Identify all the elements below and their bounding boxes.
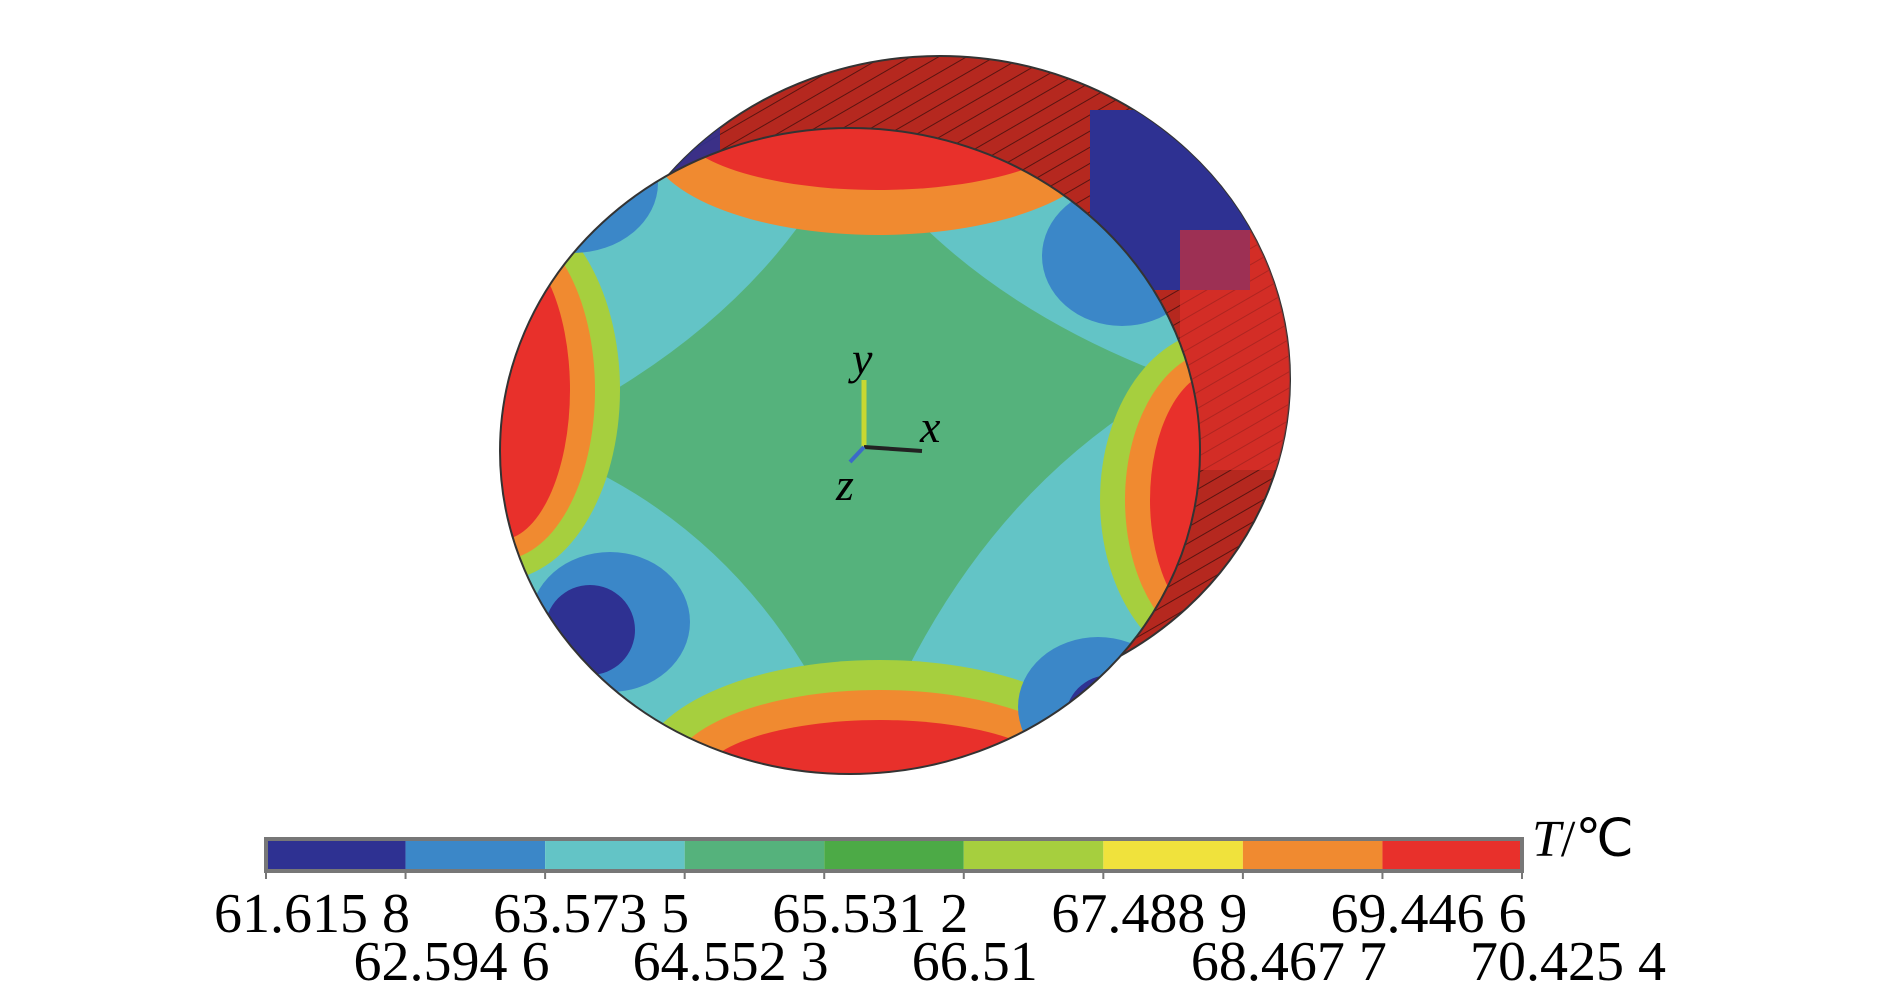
colorbar-segment bbox=[405, 839, 546, 871]
colorbar-segment bbox=[684, 839, 825, 871]
axis-triad: y x z bbox=[835, 333, 941, 510]
axis-label: y bbox=[848, 333, 873, 384]
colorbar-segment bbox=[824, 839, 964, 871]
axis-label: x bbox=[919, 401, 941, 452]
colorbar-tick-label: 61.615 8 bbox=[214, 883, 410, 945]
colorbar-tick-label: 63.573 5 bbox=[493, 883, 689, 945]
motor-model bbox=[499, 55, 1291, 775]
colorbar-segment bbox=[1382, 839, 1522, 871]
unit-suffix: /℃ bbox=[1561, 811, 1634, 868]
colorbar-segment bbox=[963, 839, 1104, 871]
colorbar-tick-label: 68.467 7 bbox=[1191, 931, 1387, 988]
colorbar-segment bbox=[545, 839, 685, 871]
colorbar-tick-label: 64.552 3 bbox=[633, 931, 829, 988]
colorbar-tick-label: 66.51 bbox=[912, 931, 1038, 988]
colorbar-frame bbox=[264, 837, 1524, 873]
colorbar: 61.615 862.594 663.573 564.552 365.531 2… bbox=[214, 837, 1666, 988]
colorbar-tick-label: 62.594 6 bbox=[354, 931, 550, 988]
colorbar-tick-label: 70.425 4 bbox=[1470, 931, 1666, 988]
colorbar-segment bbox=[266, 839, 406, 871]
colorbar-tick-label: 69.446 6 bbox=[1330, 883, 1526, 945]
colorbar-segment bbox=[1242, 839, 1383, 871]
axis-label: z bbox=[835, 459, 854, 510]
colorbar-tick-label: 65.531 2 bbox=[772, 883, 968, 945]
colorbar-segment bbox=[1103, 839, 1243, 871]
colorbar-tick-label: 67.488 9 bbox=[1051, 883, 1247, 945]
unit-symbol: T bbox=[1532, 811, 1564, 868]
unit-label: T/℃ bbox=[1532, 811, 1634, 868]
